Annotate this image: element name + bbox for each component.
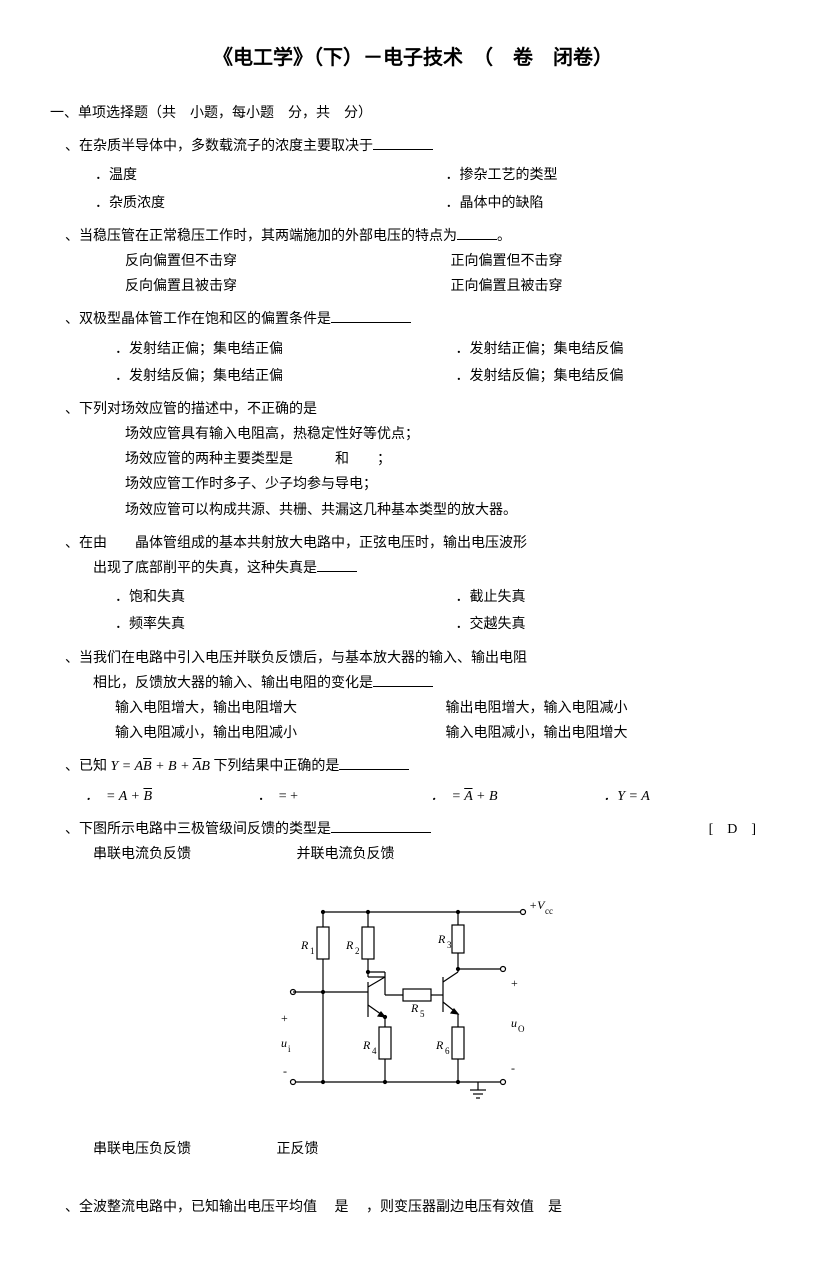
q6-opt-c: 输入电阻减小，输出电阻减小 [115,721,446,746]
svg-text:6: 6 [445,1046,450,1056]
q6-opt-d: 输入电阻减小，输出电阻增大 [446,721,777,746]
svg-text:4: 4 [372,1046,377,1056]
q4-opt-b: 场效应管的两种主要类型是 和 ； [125,447,776,472]
svg-text:+: + [281,1011,288,1025]
question-4: 、下列对场效应管的描述中，不正确的是 场效应管具有输入电阻高，热稳定性好等优点；… [65,397,776,523]
q2-opt-c: 反向偏置且被击穿 [125,274,451,299]
q9-text: 、全波整流电路中，已知输出电压平均值 是 ，则变压器副边电压有效值 是 [65,1200,562,1215]
q7-opt-c: ． = A + B [431,784,604,809]
question-1: 、在杂质半导体中，多数载流子的浓度主要取决于 ．温度 ．掺杂工艺的类型 ．杂质浓… [65,134,776,216]
question-2: 、当稳压管在正常稳压工作时，其两端施加的外部电压的特点为。 反向偏置但不击穿 正… [65,224,776,300]
svg-text:3: 3 [447,940,452,950]
q2-opt-a: 反向偏置但不击穿 [125,249,451,274]
q2-opt-b: 正向偏置但不击穿 [451,249,777,274]
question-6: 、当我们在电路中引入电压并联负反馈后，与基本放大器的输入、输出电阻 相比，反馈放… [65,646,776,747]
svg-text:cc: cc [545,906,553,916]
q2-text: 、当稳压管在正常稳压工作时，其两端施加的外部电压的特点为 [65,229,457,244]
svg-text:u: u [281,1036,287,1050]
q3-opt-b: ．发射结正偏；集电结反偏 [456,337,777,362]
svg-text:+V: +V [529,898,546,912]
q8-opt-d: 正反馈 [277,1142,319,1157]
q6-opt-b: 输出电阻增大，输入电阻减小 [446,696,777,721]
q2-opt-d: 正向偏置且被击穿 [451,274,777,299]
svg-text:5: 5 [420,1009,425,1019]
svg-text:R: R [300,938,309,952]
q1-opt-d: ．晶体中的缺陷 [446,191,777,216]
q3-opt-a: ．发射结正偏；集电结正偏 [115,337,436,362]
q4-opt-c: 场效应管工作时多子、少子均参与导电； [125,472,776,497]
q7-opt-b: ． = + [258,784,431,809]
circuit-diagram: +V cc R 1 R 2 R 3 [50,887,776,1117]
q4-opt-d: 场效应管可以构成共源、共栅、共漏这几种基本类型的放大器。 [125,498,776,523]
question-3: 、双极型晶体管工作在饱和区的偏置条件是 ．发射结正偏；集电结正偏 ．发射结正偏；… [65,307,776,389]
q6-opt-a: 输入电阻增大，输出电阻增大 [115,696,446,721]
q5-opt-d: ．交越失真 [456,612,777,637]
q4-opt-a: 场效应管具有输入电阻高，热稳定性好等优点； [125,422,776,447]
q3-text: 、双极型晶体管工作在饱和区的偏置条件是 [65,312,331,327]
q7-text2: 下列结果中正确的是 [213,759,339,774]
q1-opt-c: ．杂质浓度 [95,191,426,216]
q4-text: 、下列对场效应管的描述中，不正确的是 [65,402,317,417]
svg-text:R: R [410,1001,419,1015]
q3-opt-c: ．发射结反偏；集电结正偏 [115,364,436,389]
svg-text:R: R [437,932,446,946]
q7-opt-a: ． = A + B [85,784,258,809]
svg-text:i: i [288,1044,291,1054]
question-8: 、下图所示电路中三极管级间反馈的类型是 [ D ] 串联电流负反馈 并联电流负反… [65,817,776,867]
svg-text:O: O [518,1024,525,1034]
q8-text: 、下图所示电路中三极管级间反馈的类型是 [65,822,331,837]
svg-text:u: u [511,1016,517,1030]
svg-text:-: - [511,1061,515,1075]
q8-opt-c: 串联电压负反馈 [93,1137,273,1162]
q1-opt-a: ．温度 [95,163,426,188]
q1-opt-b: ．掺杂工艺的类型 [446,163,777,188]
section-header: 一、单项选择题（共 小题，每小题 分，共 分） [50,101,776,126]
svg-text:2: 2 [355,946,360,956]
q8-opt-a: 串联电流负反馈 [93,842,293,867]
q5-opt-b: ．截止失真 [456,585,777,610]
question-9: 、全波整流电路中，已知输出电压平均值 是 ，则变压器副边电压有效值 是 [65,1195,776,1220]
q8-answer: [ D ] [709,817,756,842]
svg-text:1: 1 [310,946,315,956]
svg-text:R: R [362,1038,371,1052]
q6-text1: 、当我们在电路中引入电压并联负反馈后，与基本放大器的输入、输出电阻 [65,646,776,671]
page-title: 《电工学》（下）－电子技术 （ 卷 闭卷） [50,40,776,76]
question-7: 、已知 Y = AB + B + AB 下列结果中正确的是 ． = A + B … [65,754,776,808]
svg-text:R: R [435,1038,444,1052]
q8-opt-b: 并联电流负反馈 [297,847,395,862]
q7-text: 、已知 [65,759,107,774]
q7-opt-d: ．Y = A [603,784,776,809]
q5-text1: 、在由 晶体管组成的基本共射放大电路中，正弦电压时，输出电压波形 [65,531,776,556]
svg-text:+: + [511,976,518,990]
q6-text2: 相比，反馈放大器的输入、输出电阻的变化是 [93,676,373,691]
q5-text2: 出现了底部削平的失真，这种失真是 [93,561,317,576]
q1-text: 、在杂质半导体中，多数载流子的浓度主要取决于 [65,139,373,154]
q7-formula: Y = AB + B + AB [111,759,210,774]
q5-opt-a: ．饱和失真 [115,585,436,610]
question-5: 、在由 晶体管组成的基本共射放大电路中，正弦电压时，输出电压波形 出现了底部削平… [65,531,776,638]
svg-text:R: R [345,938,354,952]
q3-opt-d: ．发射结反偏；集电结反偏 [456,364,777,389]
svg-text:-: - [283,1064,287,1078]
q5-opt-c: ．频率失真 [115,612,436,637]
